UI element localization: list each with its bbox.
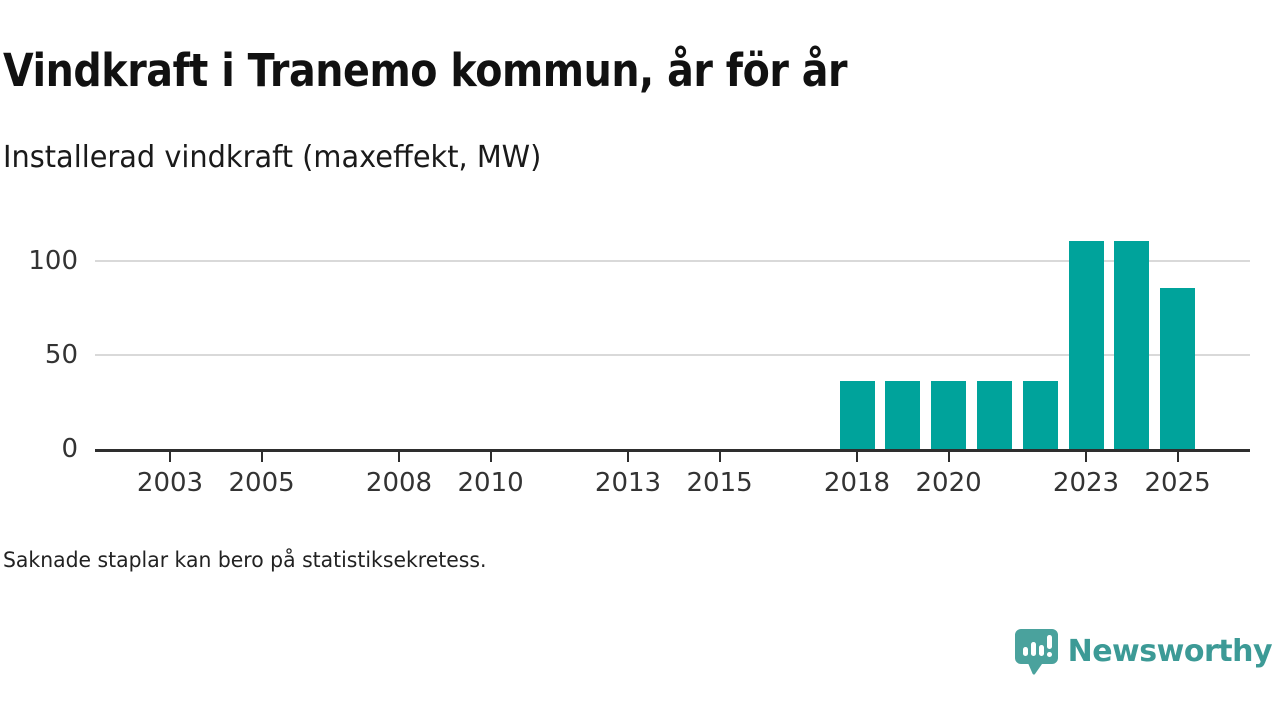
bar-2025 <box>1160 288 1195 449</box>
y-axis-label-0: 0 <box>61 434 78 464</box>
y-axis-label-100: 100 <box>28 246 78 277</box>
x-tick-2005 <box>260 452 263 462</box>
newsworthy-logo-icon <box>1014 629 1058 675</box>
bar-2019 <box>885 381 920 449</box>
chart-title: Vindkraft i Tranemo kommun, år för år <box>3 44 848 97</box>
chart-subtitle: Installerad vindkraft (maxeffekt, MW) <box>3 140 542 175</box>
x-tick-2003 <box>169 452 171 462</box>
brand-name: Newsworthy <box>1067 634 1273 669</box>
x-axis-label-2013: 2013 <box>594 468 662 498</box>
newsworthy-brand: Newsworthy <box>1014 628 1273 675</box>
x-tick-2025 <box>1176 452 1179 462</box>
bar-2021 <box>977 381 1012 449</box>
bar-2020 <box>931 381 966 449</box>
x-axis-label-2025: 2025 <box>1144 468 1211 498</box>
x-tick-2023 <box>1085 452 1087 462</box>
x-axis-line <box>95 449 1250 452</box>
bar-2018 <box>840 381 875 449</box>
bar-2023 <box>1069 241 1104 449</box>
x-axis-label-2010: 2010 <box>457 468 524 498</box>
x-axis-label-2003: 2003 <box>136 468 204 498</box>
x-axis-label-2005: 2005 <box>228 468 295 498</box>
x-tick-2013 <box>627 452 629 462</box>
x-axis-label-2018: 2018 <box>823 468 891 498</box>
x-axis-label-2008: 2008 <box>365 468 433 498</box>
y-axis-label-50: 50 <box>44 340 78 371</box>
x-axis-label-2023: 2023 <box>1052 468 1120 498</box>
x-tick-2015 <box>718 452 721 462</box>
bar-2024 <box>1114 241 1149 449</box>
x-axis-label-2020: 2020 <box>915 468 982 498</box>
footnote: Saknade staplar kan bero på statistiksek… <box>3 548 487 572</box>
x-axis-label-2015: 2015 <box>686 468 753 498</box>
x-tick-2008 <box>398 452 400 462</box>
gridline-50 <box>95 354 1250 357</box>
x-tick-2018 <box>856 452 858 462</box>
x-tick-2020 <box>947 452 950 462</box>
bar-2022 <box>1023 381 1058 449</box>
gridline-100 <box>95 260 1250 263</box>
x-tick-2010 <box>489 452 492 462</box>
